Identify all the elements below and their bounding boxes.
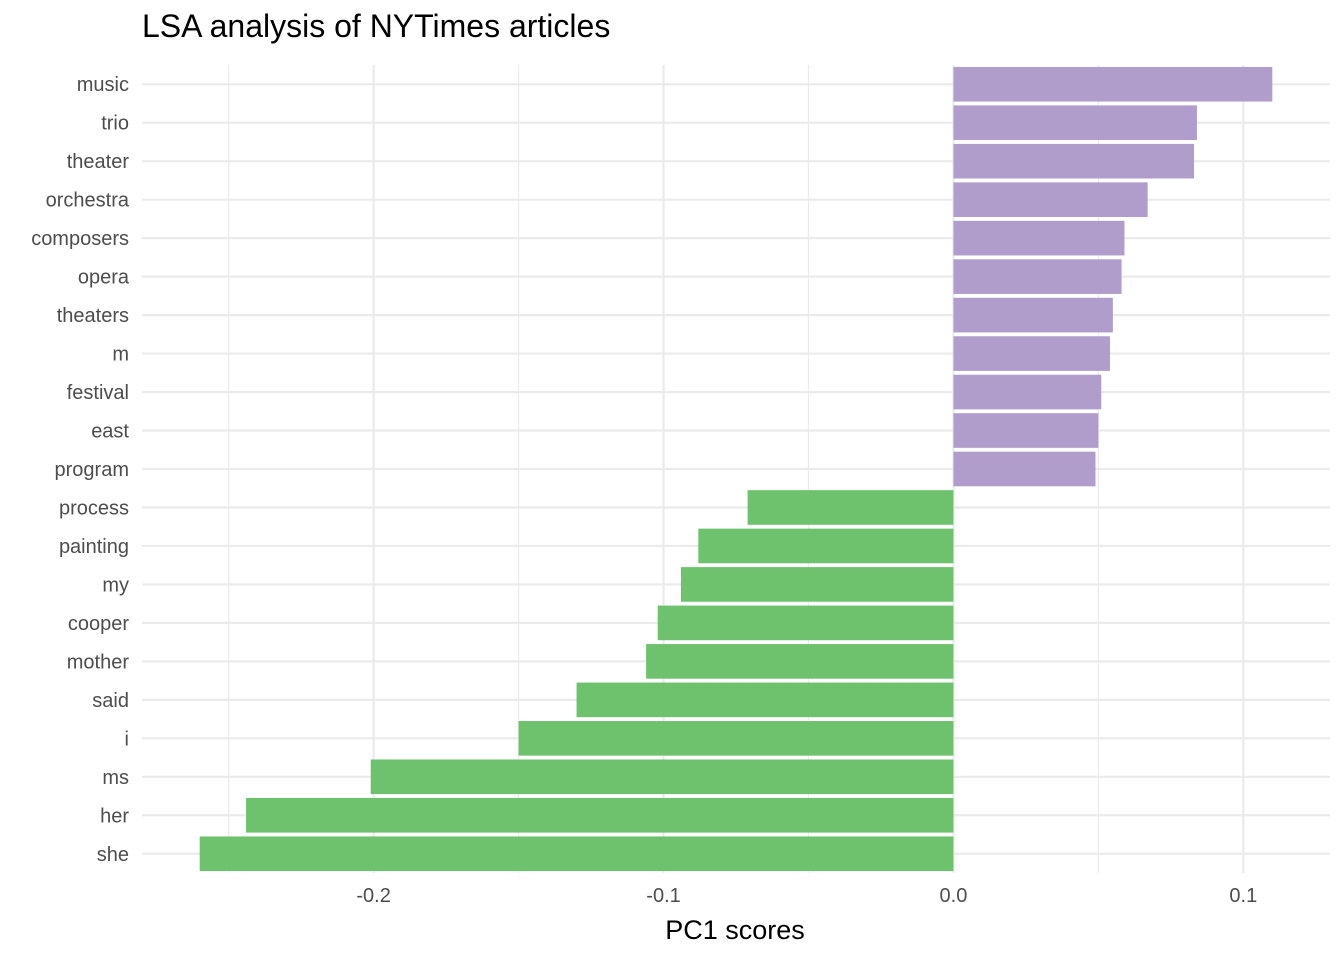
bar-my — [680, 567, 954, 602]
x-tick-label: 0.1 — [1229, 885, 1257, 907]
y-axis-labels: music trio theater orchestra composers opera t… — [31, 74, 130, 866]
x-tick-label: -0.1 — [646, 885, 680, 907]
bar-ms — [370, 759, 954, 795]
bar-process — [747, 490, 954, 525]
bar-she — [199, 836, 954, 872]
y-tick-label: opera — [78, 267, 130, 289]
bar-theater — [953, 143, 1195, 179]
y-tick-label: process — [59, 497, 129, 519]
x-tick-label: 0.0 — [940, 885, 968, 907]
x-axis-labels: -0.2 -0.1 0.0 0.1 — [356, 885, 1257, 907]
y-tick-label: composers — [31, 228, 129, 250]
bar-m — [953, 336, 1110, 371]
bar-orchestra — [953, 182, 1148, 217]
bar-festival — [953, 374, 1102, 410]
y-tick-label: theater — [67, 151, 130, 173]
y-tick-label: m — [112, 344, 129, 366]
bar-music — [953, 66, 1273, 102]
y-tick-label: said — [92, 690, 129, 712]
y-tick-label: my — [102, 574, 129, 596]
bar-program — [953, 451, 1096, 487]
x-axis-title: PC1 scores — [665, 915, 805, 945]
bar-said — [576, 682, 954, 718]
bar-east — [953, 413, 1099, 448]
bar-theaters — [953, 297, 1113, 333]
y-tick-label: trio — [101, 113, 129, 135]
y-tick-label: cooper — [68, 613, 129, 635]
y-tick-label: ms — [102, 767, 129, 789]
y-tick-label: i — [125, 728, 129, 750]
bar-trio — [953, 105, 1197, 141]
bar-i — [518, 721, 954, 756]
y-tick-label: she — [97, 844, 129, 866]
y-tick-label: her — [100, 805, 129, 827]
bar-cooper — [657, 605, 954, 641]
y-tick-label: mother — [67, 651, 130, 673]
y-tick-label: program — [55, 459, 129, 481]
y-tick-label: painting — [59, 536, 129, 558]
x-tick-label: -0.2 — [356, 885, 390, 907]
y-tick-label: festival — [67, 382, 129, 404]
y-tick-label: east — [91, 421, 129, 443]
bar-opera — [953, 259, 1122, 294]
bars — [199, 66, 1273, 872]
y-tick-label: theaters — [57, 305, 129, 327]
bar-her — [246, 797, 954, 833]
chart-title: LSA analysis of NYTimes articles — [142, 8, 611, 44]
y-tick-label: music — [77, 74, 129, 96]
bar-mother — [646, 644, 954, 679]
bar-painting — [698, 528, 954, 564]
y-tick-label: orchestra — [46, 190, 130, 212]
bar-composers — [953, 220, 1125, 256]
